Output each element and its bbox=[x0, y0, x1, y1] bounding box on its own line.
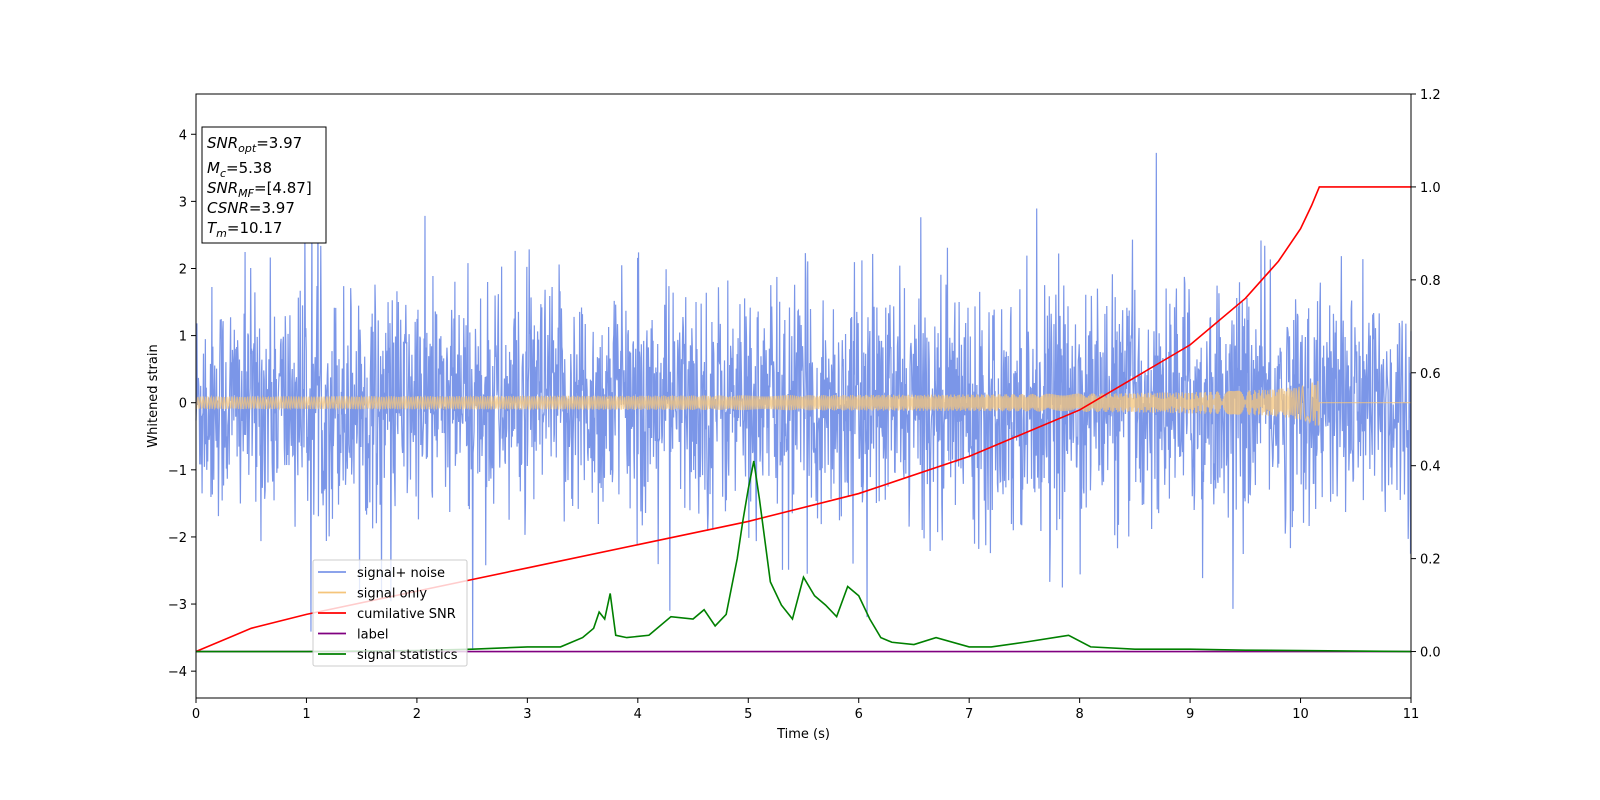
csnr-symbol: CSNR bbox=[207, 199, 249, 217]
y2-tick-label: 0.2 bbox=[1420, 553, 1441, 568]
svg-text:Tm=10.17: Tm=10.17 bbox=[207, 219, 282, 240]
svg-text:Mc=5.38: Mc=5.38 bbox=[207, 159, 272, 180]
annotation-box: SNRopt=3.97 Mc=5.38 SNRMF=[4.87] CSNR=3.… bbox=[201, 126, 327, 244]
csnr-value: =3.97 bbox=[249, 199, 295, 217]
x-tick-label: 11 bbox=[1403, 707, 1420, 722]
snr-mf-symbol: SNR bbox=[207, 179, 238, 197]
snr-mf-value: =[4.87] bbox=[254, 179, 312, 197]
series-signal-noise bbox=[195, 152, 1412, 649]
tm-value: =10.17 bbox=[227, 219, 283, 237]
y-tick-label: 0 bbox=[179, 397, 187, 412]
legend-label: signal statistics bbox=[357, 648, 458, 663]
snr-opt-value: =3.97 bbox=[256, 134, 302, 152]
x-tick-label: 3 bbox=[523, 707, 531, 722]
x-tick-label: 7 bbox=[965, 707, 973, 722]
x-tick-label: 2 bbox=[413, 707, 421, 722]
mc-symbol: M bbox=[207, 159, 220, 177]
svg-text:SNRopt=3.97: SNRopt=3.97 bbox=[207, 134, 302, 155]
x-tick-label: 8 bbox=[1075, 707, 1083, 722]
y-tick-label: 3 bbox=[179, 195, 187, 210]
y2-tick-label: 1.0 bbox=[1420, 181, 1441, 196]
x-tick-label: 4 bbox=[634, 707, 642, 722]
y2-tick-label: 0.6 bbox=[1420, 367, 1441, 382]
legend-label: signal only bbox=[357, 587, 427, 602]
x-tick-label: 9 bbox=[1186, 707, 1194, 722]
y-tick-label: 1 bbox=[179, 330, 187, 345]
y2-tick-label: 0.8 bbox=[1420, 274, 1441, 289]
legend-label: signal+ noise bbox=[357, 566, 445, 581]
axes: 0 1 2 3 4 5 6 7 8 9 10 11 −4 −3 −2 −1 0 1 2 3 4 0.0 0.2 0.4 0.6 0… bbox=[168, 88, 1441, 722]
series-signal-only bbox=[195, 381, 1411, 426]
y-tick-label: −2 bbox=[168, 531, 187, 546]
tm-symbol: T bbox=[207, 219, 218, 237]
y-tick-label: 2 bbox=[179, 262, 187, 277]
svg-text:CSNR=3.97: CSNR=3.97 bbox=[207, 199, 295, 217]
snr-mf-subscript: MF bbox=[238, 187, 254, 200]
snr-opt-symbol: SNR bbox=[207, 134, 238, 152]
y2-tick-label: 1.2 bbox=[1420, 88, 1441, 103]
y-tick-label: −3 bbox=[168, 598, 187, 613]
x-tick-label: 5 bbox=[744, 707, 752, 722]
svg-text:SNRMF=[4.87]: SNRMF=[4.87] bbox=[207, 179, 312, 200]
legend-label: label bbox=[357, 628, 388, 643]
y-tick-label: −4 bbox=[168, 665, 187, 680]
y2-tick-label: 0.0 bbox=[1420, 646, 1441, 661]
snr-opt-subscript: opt bbox=[238, 142, 257, 155]
x-tick-label: 6 bbox=[855, 707, 863, 722]
y-axis-label: Whitened strain bbox=[146, 344, 161, 447]
legend: signal+ noise signal only cumilative SNR la… bbox=[312, 559, 468, 667]
x-tick-label: 0 bbox=[192, 707, 200, 722]
series-signal-statistics bbox=[196, 460, 1412, 653]
x-tick-label: 10 bbox=[1292, 707, 1309, 722]
mc-value: =5.38 bbox=[226, 159, 272, 177]
y2-tick-label: 0.4 bbox=[1420, 460, 1441, 475]
x-axis-label: Time (s) bbox=[776, 727, 830, 742]
axes-frame bbox=[195, 93, 1412, 699]
x-tick-label: 1 bbox=[302, 707, 310, 722]
y-tick-label: 4 bbox=[179, 128, 187, 143]
y-tick-label: −1 bbox=[168, 464, 187, 479]
mc-subscript: c bbox=[220, 167, 226, 180]
legend-label: cumilative SNR bbox=[357, 607, 456, 622]
tm-subscript: m bbox=[216, 227, 227, 240]
